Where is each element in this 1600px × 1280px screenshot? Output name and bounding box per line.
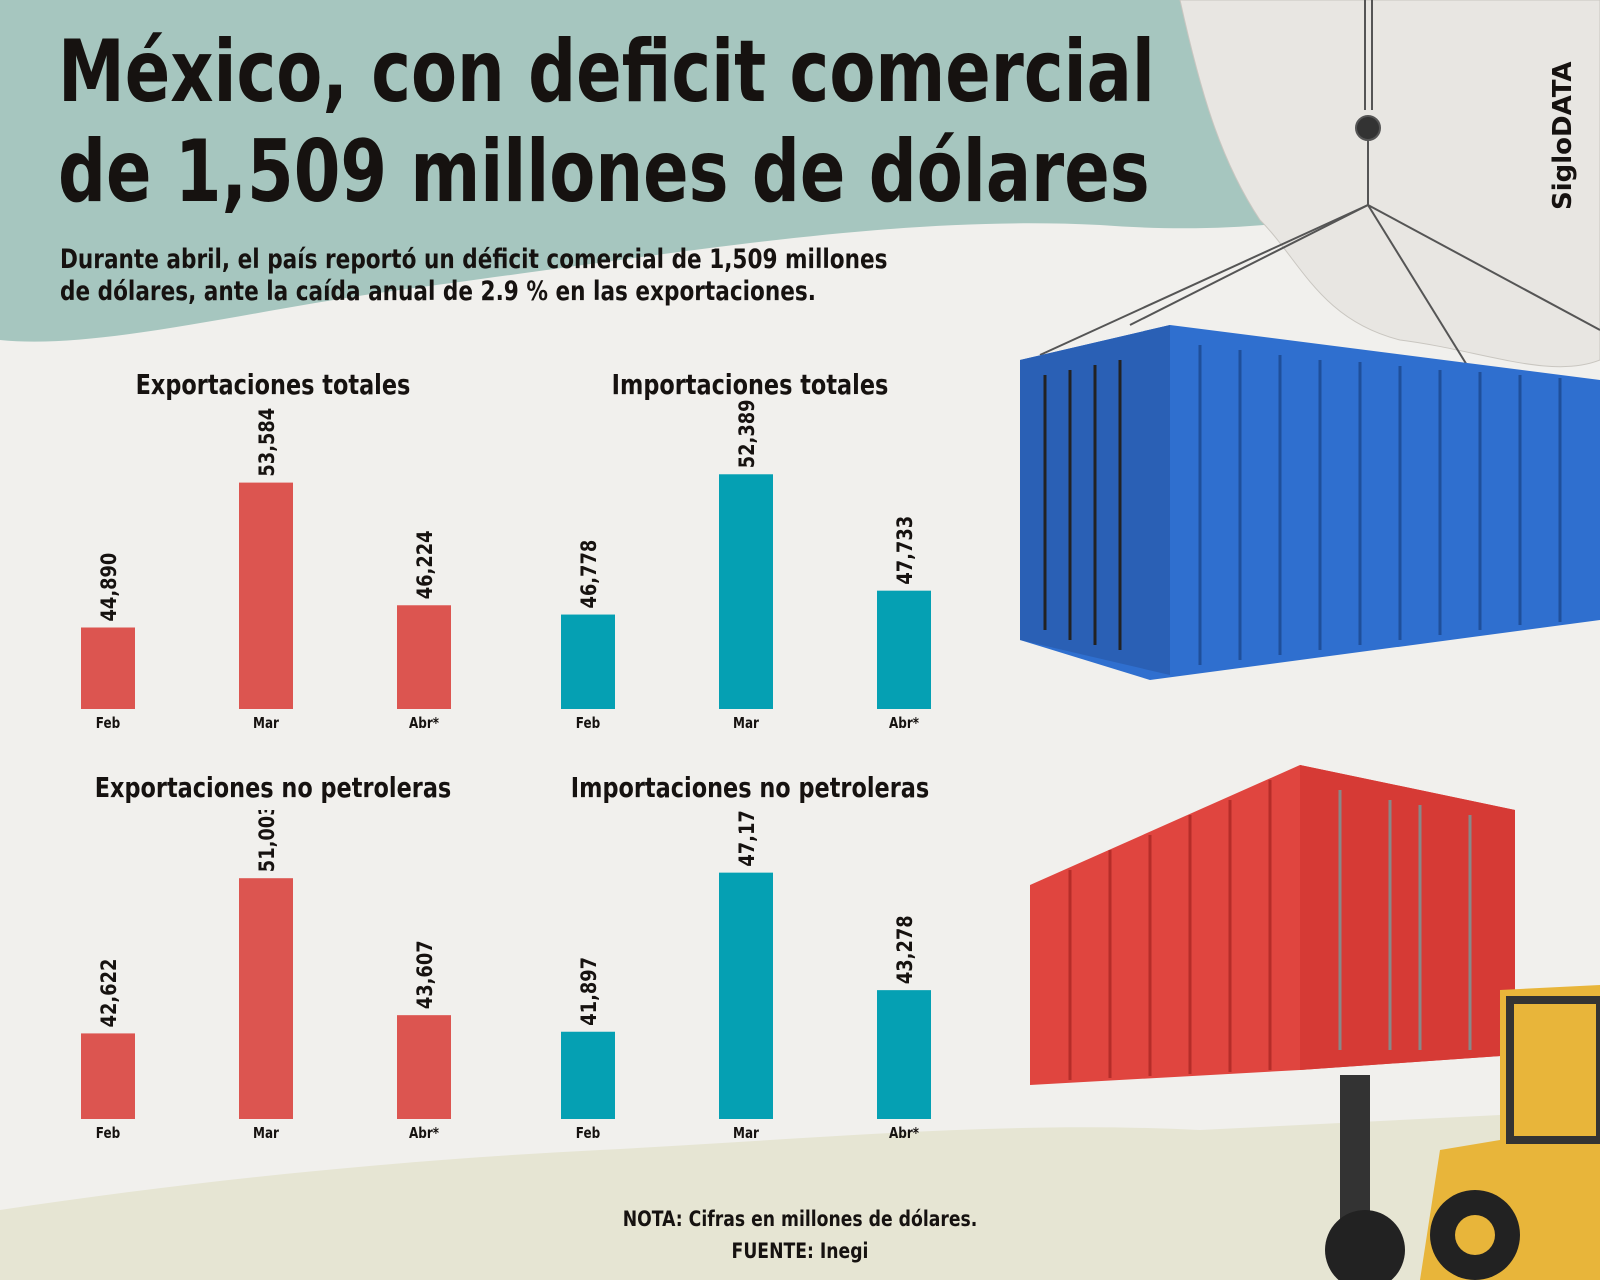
forklift-icon bbox=[1325, 985, 1600, 1280]
bar-Abr bbox=[877, 590, 931, 709]
bar-Abr bbox=[397, 605, 451, 709]
bar-Mar bbox=[719, 474, 773, 709]
x-tick-label: Mar bbox=[253, 715, 279, 733]
footer-notes: NOTA: Cifras en millones de dólares. FUE… bbox=[0, 1203, 1600, 1267]
bar-Feb bbox=[81, 627, 135, 709]
x-tick-label: Abr* bbox=[409, 715, 439, 733]
x-tick-label: Mar bbox=[733, 715, 759, 733]
data-label: 41,897 bbox=[577, 957, 602, 1026]
title-line-2: de 1,509 millones de dólares bbox=[58, 122, 1150, 222]
chart-title-exportaciones-totales: Exportaciones totales bbox=[135, 368, 411, 401]
x-tick-label: Feb bbox=[96, 715, 121, 733]
bar-Mar bbox=[239, 878, 293, 1119]
x-tick-label: Abr* bbox=[889, 715, 919, 733]
x-tick-label: Abr* bbox=[889, 1125, 919, 1143]
data-label: 43,278 bbox=[893, 915, 918, 984]
data-label: 51,003 bbox=[255, 810, 280, 872]
chart-exportaciones-totales: 44,890 Feb 53,584 Mar 46,224 Abr* bbox=[81, 408, 451, 733]
data-label: 53,584 bbox=[255, 408, 280, 477]
bottom-band bbox=[0, 1110, 1600, 1280]
chart-exportaciones-no-petroleras: 42,622 Feb 51,003 Mar 43,607 Abr* bbox=[81, 810, 451, 1143]
bar-Mar bbox=[719, 872, 773, 1119]
page-title: México, con deficit comercial de 1,509 m… bbox=[58, 22, 1155, 222]
data-label: 42,622 bbox=[97, 959, 122, 1028]
subtitle-line-2: de dólares, ante la caída anual de 2.9 %… bbox=[60, 276, 816, 307]
red-container-icon bbox=[1030, 765, 1515, 1085]
blue-container-icon bbox=[1020, 325, 1600, 680]
data-label: 46,224 bbox=[413, 530, 438, 599]
chart-title-exportaciones-no-petroleras: Exportaciones no petroleras bbox=[94, 771, 452, 804]
x-tick-label: Abr* bbox=[409, 1125, 439, 1143]
data-label: 43,607 bbox=[413, 940, 438, 1009]
fuente-text: FUENTE: Inegi bbox=[731, 1239, 869, 1263]
chart-importaciones-no-petroleras: 41,897 Feb 47,179 Mar 43,278 Abr* bbox=[561, 810, 931, 1143]
title-line-1: México, con deficit comercial bbox=[58, 22, 1155, 122]
chart-title-importaciones-totales: Importaciones totales bbox=[611, 368, 889, 401]
chart-importaciones-totales: 46,778 Feb 52,389 Mar 47,733 Abr* bbox=[561, 400, 931, 733]
bar-Feb bbox=[561, 614, 615, 709]
chart-title-importaciones-no-petroleras: Importaciones no petroleras bbox=[570, 771, 930, 804]
top-band bbox=[0, 0, 1600, 342]
x-tick-label: Feb bbox=[576, 715, 601, 733]
x-tick-label: Mar bbox=[733, 1125, 759, 1143]
nota-text: NOTA: Cifras en millones de dólares. bbox=[622, 1207, 978, 1231]
crane-hook-icon bbox=[1039, 0, 1600, 371]
map-paper bbox=[1179, 0, 1600, 368]
x-tick-label: Mar bbox=[253, 1125, 279, 1143]
bar-Abr bbox=[877, 990, 931, 1119]
data-label: 44,890 bbox=[97, 553, 122, 622]
x-tick-label: Feb bbox=[576, 1125, 601, 1143]
bar-Abr bbox=[397, 1015, 451, 1119]
bar-Mar bbox=[239, 482, 293, 709]
bar-Feb bbox=[561, 1031, 615, 1119]
data-label: 47,733 bbox=[893, 516, 918, 585]
brand-logo: SigloDATA bbox=[1548, 61, 1578, 210]
page-subtitle: Durante abril, el país reportó un défici… bbox=[60, 244, 887, 308]
data-label: 52,389 bbox=[735, 400, 760, 468]
data-label: 46,778 bbox=[577, 540, 602, 609]
x-tick-label: Feb bbox=[96, 1125, 121, 1143]
data-label: 47,179 bbox=[735, 810, 760, 867]
bar-Feb bbox=[81, 1033, 135, 1119]
subtitle-line-1: Durante abril, el país reportó un défici… bbox=[60, 244, 888, 275]
